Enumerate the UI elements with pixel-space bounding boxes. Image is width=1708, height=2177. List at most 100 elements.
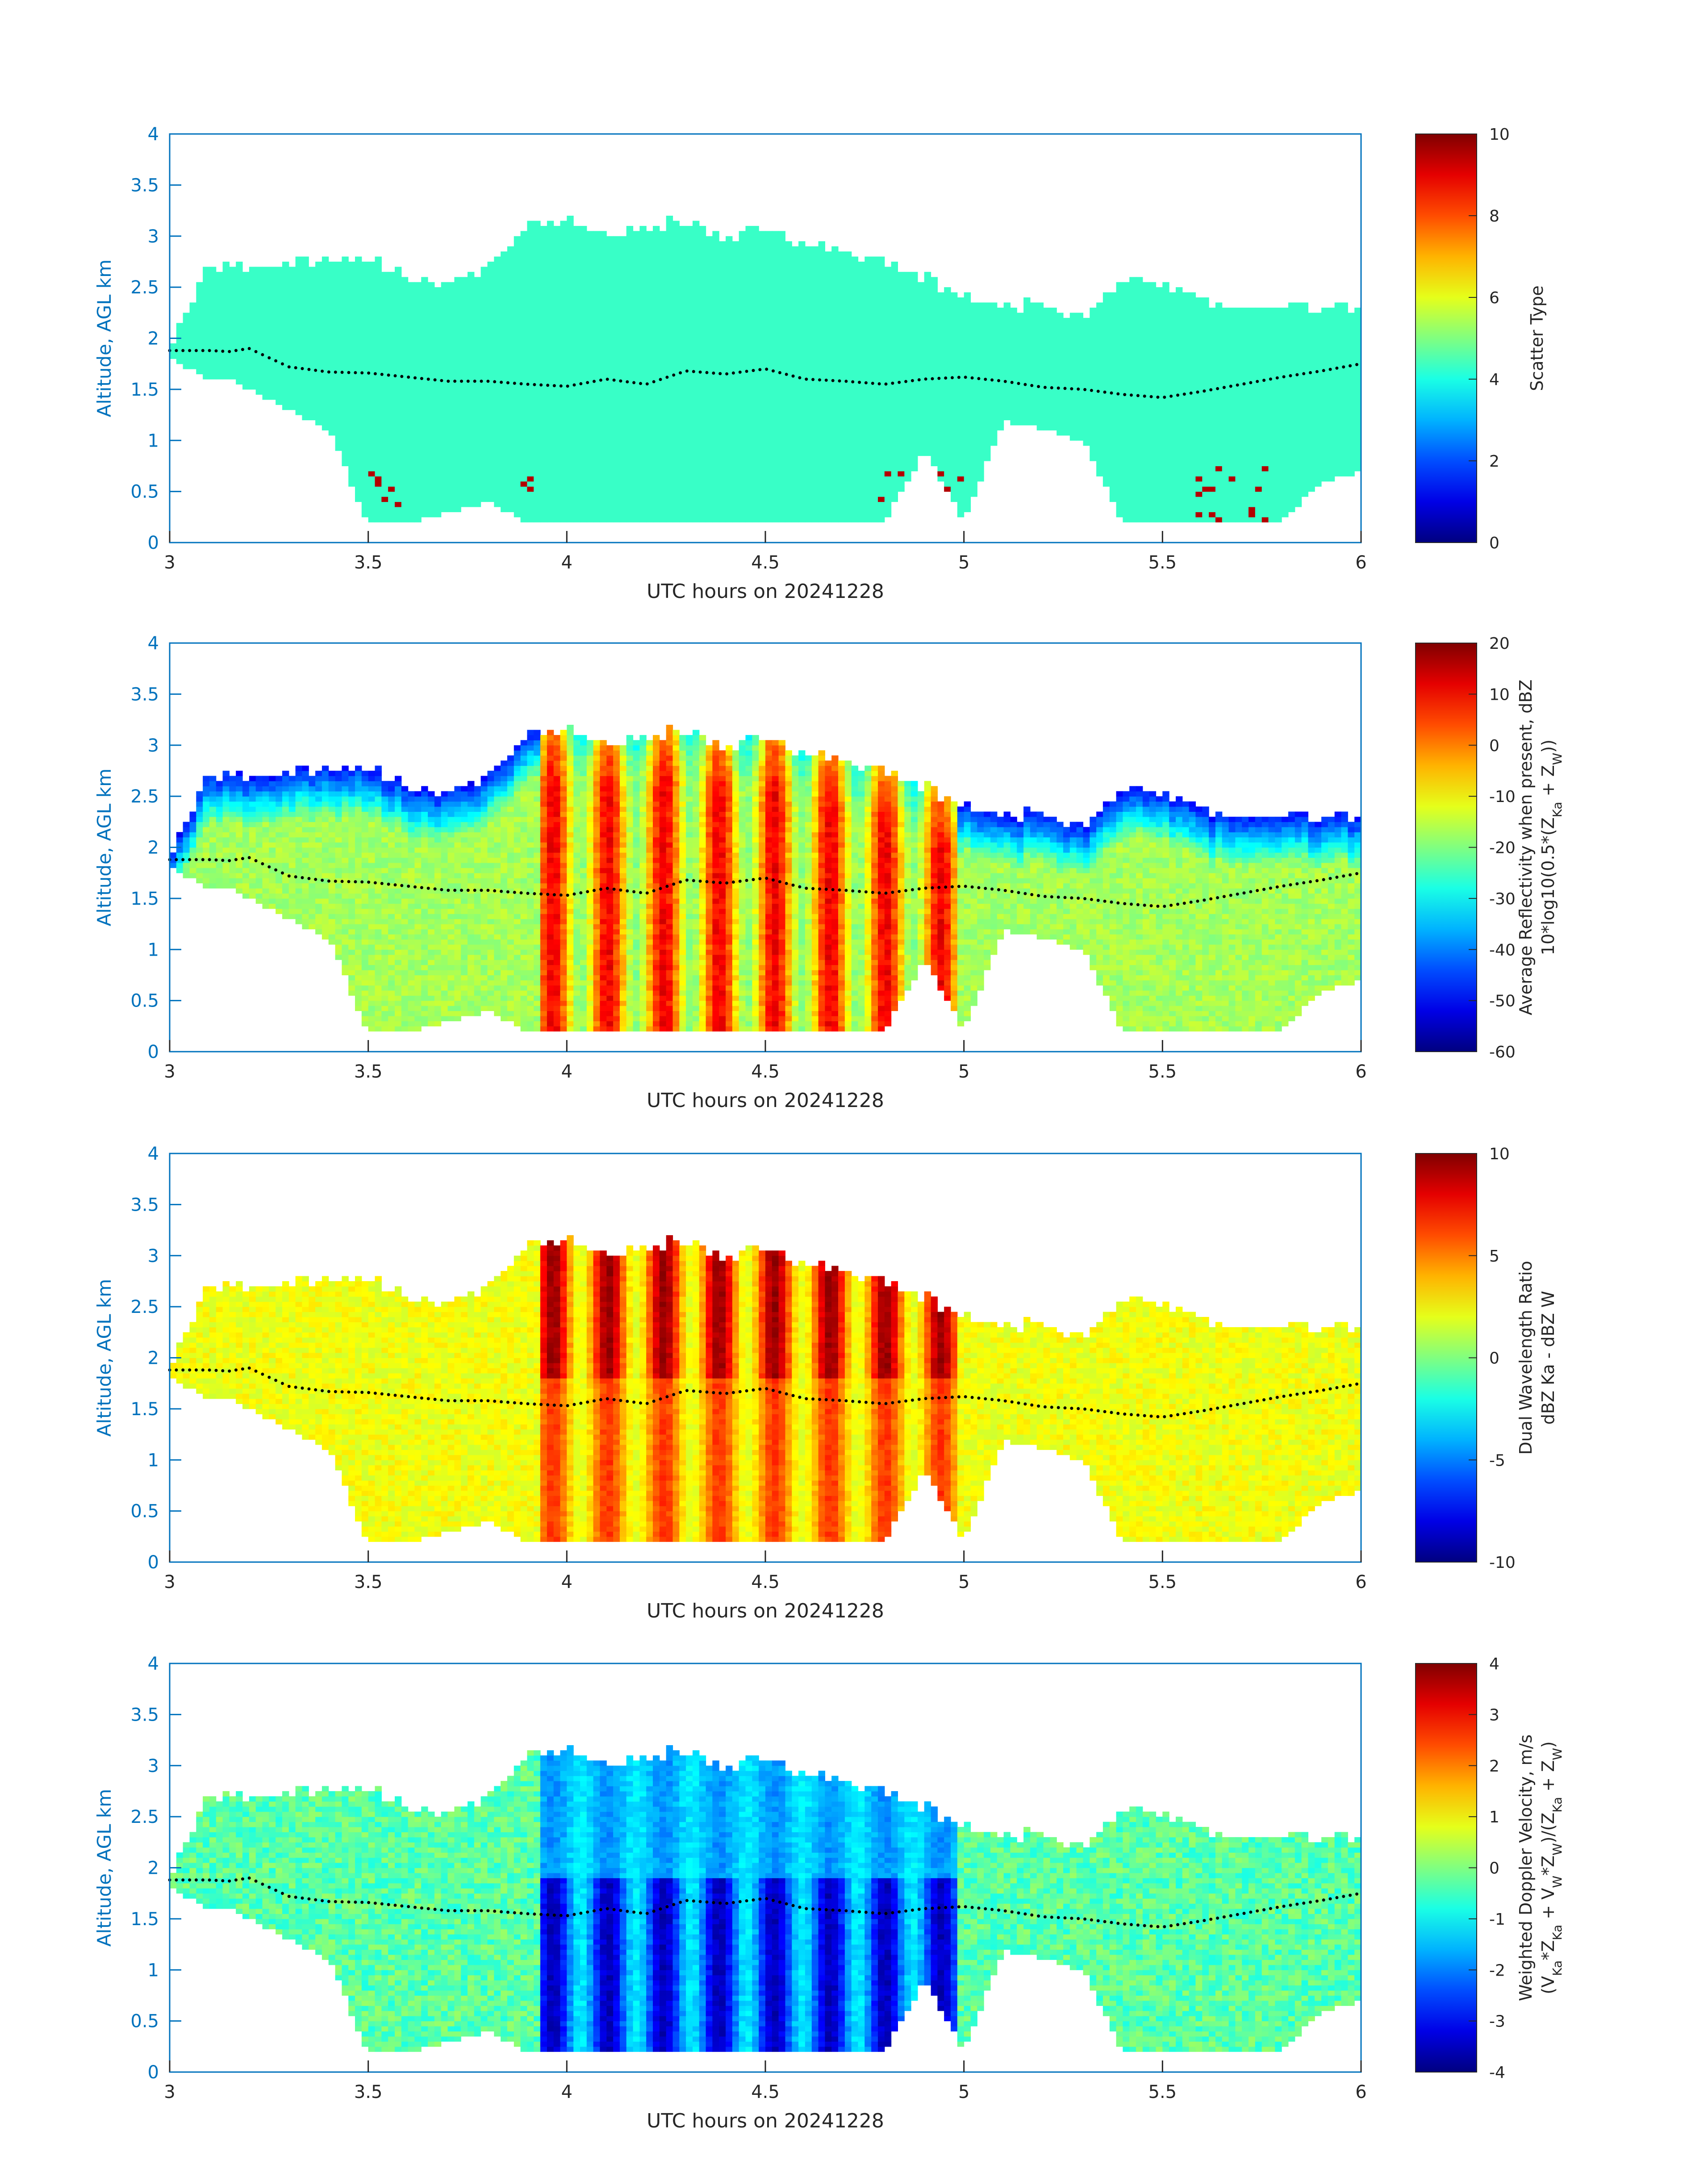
heatmap-cell xyxy=(540,313,547,318)
heatmap-cell xyxy=(540,379,547,384)
heatmap-cell xyxy=(719,261,726,267)
heatmap-cell xyxy=(520,292,527,298)
heatmap-cell xyxy=(295,359,302,364)
heatmap-cell xyxy=(619,435,627,441)
heatmap-cell xyxy=(203,364,210,369)
heatmap-cell xyxy=(679,374,686,380)
heatmap-cell xyxy=(355,313,362,318)
heatmap-cell xyxy=(759,287,766,293)
heatmap-cell xyxy=(527,348,534,354)
heatmap-cell xyxy=(395,348,402,354)
heatmap-cell xyxy=(719,313,726,318)
heatmap-cell xyxy=(693,471,700,476)
heatmap-cell xyxy=(666,384,673,390)
heatmap-cell xyxy=(573,328,580,334)
heatmap-cell xyxy=(871,282,878,288)
heatmap-cell xyxy=(309,323,316,329)
heatmap-cell xyxy=(501,491,508,497)
heatmap-cell xyxy=(745,261,752,267)
heatmap-cell xyxy=(560,246,567,252)
heatmap-cell xyxy=(355,282,362,288)
heatmap-cell xyxy=(619,461,627,466)
heatmap-cell xyxy=(421,491,428,497)
heatmap-cell xyxy=(401,302,409,308)
heatmap-cell xyxy=(798,313,806,318)
heatmap-cell xyxy=(653,506,660,512)
heatmap-cell xyxy=(858,328,865,334)
heatmap-cell xyxy=(203,313,210,318)
heatmap-cell xyxy=(778,348,785,354)
heatmap-cell xyxy=(739,374,746,380)
heatmap-cell xyxy=(388,461,395,466)
heatmap-cell xyxy=(765,517,773,522)
heatmap-cell xyxy=(732,241,739,247)
heatmap-cell xyxy=(288,307,296,313)
heatmap-cell xyxy=(507,261,514,267)
heatmap-cell xyxy=(732,481,739,487)
heatmap-cell xyxy=(752,394,759,400)
heatmap-cell xyxy=(355,445,362,451)
heatmap-cell xyxy=(805,405,812,410)
heatmap-cell xyxy=(255,282,263,288)
heatmap-cell xyxy=(831,328,839,334)
heatmap-cell xyxy=(487,272,494,277)
heatmap-cell xyxy=(805,251,812,257)
heatmap-cell xyxy=(626,501,634,507)
heatmap-cell xyxy=(765,491,773,497)
heatmap-cell xyxy=(468,389,475,395)
heatmap-cell xyxy=(712,517,719,522)
heatmap-cell xyxy=(375,506,382,512)
heatmap-cell xyxy=(315,409,322,415)
heatmap-cell xyxy=(606,501,614,507)
heatmap-cell xyxy=(520,364,527,369)
heatmap-cell xyxy=(878,451,885,456)
heatmap-cell xyxy=(269,297,276,303)
heatmap-cell xyxy=(752,420,759,426)
heatmap-cell xyxy=(686,374,693,380)
heatmap-cell xyxy=(613,435,620,441)
heatmap-cell xyxy=(613,476,620,482)
heatmap-cell xyxy=(480,364,488,369)
heatmap-cell xyxy=(395,328,402,334)
heatmap-cell xyxy=(745,313,752,318)
heatmap-cell xyxy=(686,481,693,487)
heatmap-cell xyxy=(567,435,574,441)
heatmap-cell xyxy=(719,430,726,436)
heatmap-cell xyxy=(494,425,501,430)
heatmap-cell xyxy=(381,481,388,487)
heatmap-cell xyxy=(679,261,686,267)
heatmap-cell xyxy=(507,501,514,507)
heatmap-cell xyxy=(772,440,779,446)
heatmap-cell xyxy=(659,364,667,369)
heatmap-cell xyxy=(739,497,746,502)
heatmap-cell xyxy=(679,451,686,456)
heatmap-cell xyxy=(573,297,580,303)
heatmap-cell xyxy=(765,323,773,329)
heatmap-cell xyxy=(798,409,806,415)
heatmap-cell xyxy=(785,415,792,421)
heatmap-cell xyxy=(739,384,746,390)
heatmap-cell xyxy=(739,405,746,410)
heatmap-cell xyxy=(593,282,600,288)
heatmap-cell xyxy=(739,425,746,430)
heatmap-cell xyxy=(441,348,448,354)
heatmap-cell xyxy=(672,277,680,283)
heatmap-cell xyxy=(414,287,422,293)
heatmap-cell xyxy=(805,343,812,349)
heatmap-cell xyxy=(659,251,667,257)
heatmap-cell xyxy=(567,231,574,237)
heatmap-cell xyxy=(315,405,322,410)
heatmap-cell xyxy=(315,420,322,426)
heatmap-cell xyxy=(858,287,865,293)
heatmap-cell xyxy=(335,394,342,400)
heatmap-cell xyxy=(447,338,455,344)
heatmap-cell xyxy=(381,445,388,451)
heatmap-cell xyxy=(619,451,627,456)
heatmap-cell xyxy=(752,241,759,247)
heatmap-cell xyxy=(381,405,388,410)
heatmap-cell xyxy=(553,394,561,400)
heatmap-cell xyxy=(414,333,422,339)
heatmap-cell xyxy=(355,420,362,426)
heatmap-cell xyxy=(342,420,349,426)
heatmap-cell xyxy=(514,364,521,369)
